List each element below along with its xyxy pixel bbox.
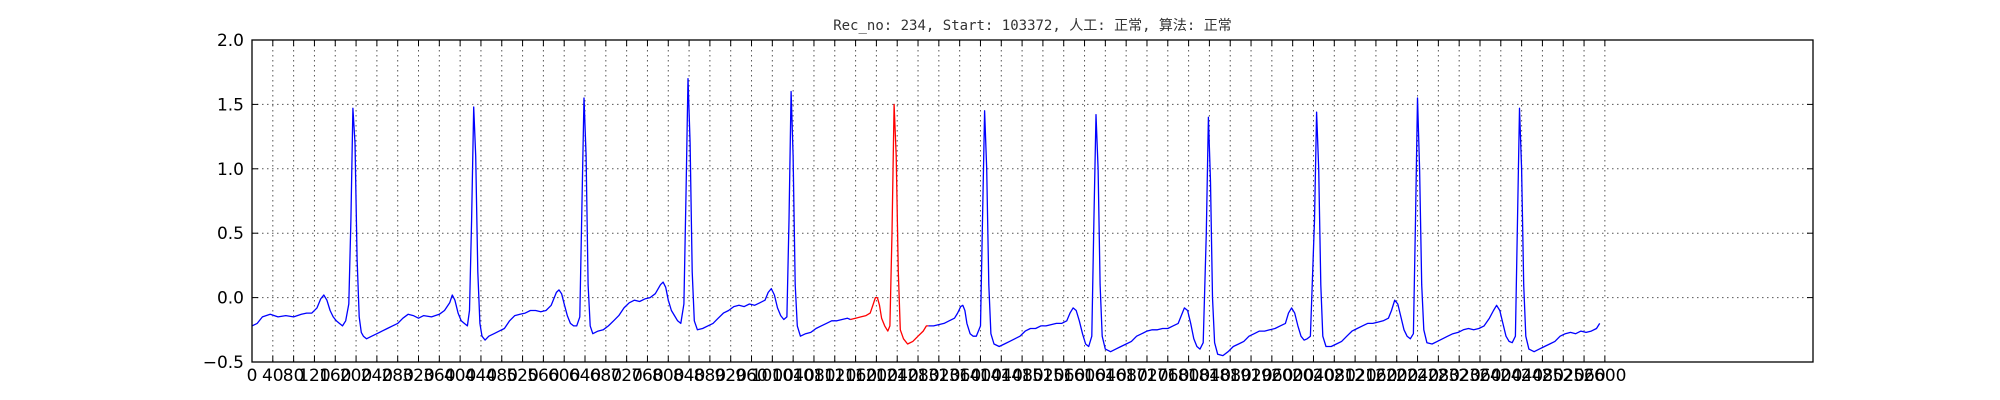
x-tick-label: 1240 (876, 366, 919, 386)
x-tick-label: 680 (590, 366, 622, 386)
x-tick-label: 200 (340, 366, 372, 386)
x-tick-label: 640 (569, 366, 601, 386)
x-tick-label: 1760 (1146, 366, 1189, 386)
x-tick-label: 40 (262, 366, 284, 386)
x-tick-label: 2360 (1458, 366, 1501, 386)
x-tick-label: 360 (423, 366, 455, 386)
x-tick-label: 2480 (1521, 366, 1564, 386)
x-tick-label: 280 (381, 366, 413, 386)
x-tick-label: 1200 (855, 366, 898, 386)
x-tick-label: 240 (361, 366, 393, 386)
x-tick-label: 2520 (1542, 366, 1585, 386)
ecg-signal-line-0-1 (928, 97, 1601, 357)
x-tick-label: 2000 (1271, 366, 1314, 386)
x-tick-label: 720 (610, 366, 642, 386)
plot-frame (251, 39, 1814, 363)
x-tick-label: 520 (506, 366, 538, 386)
highlighted-beat-line-1-0 (850, 103, 929, 345)
x-tick-label: 1320 (917, 366, 960, 386)
x-tick-label: 2600 (1583, 366, 1626, 386)
x-tick-label: 960 (735, 366, 767, 386)
x-tick-label: 2040 (1292, 366, 1335, 386)
x-tick-label: 1520 (1021, 366, 1064, 386)
series-layer (251, 77, 1601, 357)
y-tick-label: 1.0 (217, 160, 244, 180)
x-tick-label: 880 (694, 366, 726, 386)
x-tick-label: 1720 (1125, 366, 1168, 386)
x-tick-label: 2120 (1333, 366, 1376, 386)
x-tick-label: 2160 (1354, 366, 1397, 386)
y-tick-label: 2.0 (217, 31, 244, 51)
x-tick-label: 920 (714, 366, 746, 386)
x-tick-label: 1920 (1229, 366, 1272, 386)
x-tick-label: 2200 (1375, 366, 1418, 386)
x-tick-label: 2280 (1417, 366, 1460, 386)
x-tick-label: 80 (283, 366, 305, 386)
x-tick-label: 1960 (1250, 366, 1293, 386)
x-tick-label: 1160 (834, 366, 877, 386)
x-tick-label: 2080 (1313, 366, 1356, 386)
x-tick-label: 2320 (1438, 366, 1481, 386)
x-tick-label: 160 (319, 366, 351, 386)
x-tick-label: 120 (298, 366, 330, 386)
x-tick-label: 800 (652, 366, 684, 386)
x-tick-label: 1400 (959, 366, 1002, 386)
x-tick-label: 2240 (1396, 366, 1439, 386)
x-tick-label: 480 (486, 366, 518, 386)
x-tick-label: 1120 (813, 366, 856, 386)
x-tick-label: 2400 (1479, 366, 1522, 386)
x-tick-label: 2440 (1500, 366, 1543, 386)
x-tick-label: 1280 (896, 366, 939, 386)
x-tick-label: 1000 (751, 366, 794, 386)
x-axis: 0 40 8012016020024028032036040044048052056… (247, 40, 1626, 386)
y-tick-label: 0.0 (217, 289, 244, 309)
y-tick-label: 0.5 (217, 224, 244, 244)
x-tick-label: 1840 (1188, 366, 1231, 386)
x-tick-label: 1360 (938, 366, 981, 386)
x-tick-label: 2560 (1562, 366, 1605, 386)
x-tick-label: 0 (247, 366, 258, 386)
x-tick-label: 1480 (1000, 366, 1043, 386)
x-tick-label: 1880 (1209, 366, 1252, 386)
ecg-signal-line-0-0 (251, 77, 851, 341)
chart-title: Rec_no: 234, Start: 103372, 人工: 正常, 算法: … (833, 18, 1232, 34)
x-tick-label: 760 (631, 366, 663, 386)
x-tick-label: 560 (527, 366, 559, 386)
y-tick-label: −0.5 (203, 353, 244, 373)
y-axis: −0.5 0.0 0.5 1.0 1.5 2.0 (203, 31, 1813, 373)
x-tick-label: 1440 (980, 366, 1023, 386)
x-tick-label: 440 (465, 366, 497, 386)
x-tick-label: 400 (444, 366, 476, 386)
x-tick-label: 320 (402, 366, 434, 386)
x-tick-label: 1640 (1084, 366, 1127, 386)
x-tick-label: 1680 (1105, 366, 1148, 386)
x-tick-label: 1560 (1042, 366, 1085, 386)
x-tick-label: 840 (673, 366, 705, 386)
x-tick-label: 1040 (772, 366, 815, 386)
x-tick-label: 1600 (1063, 366, 1106, 386)
grid-layer (251, 39, 1813, 363)
x-tick-label: 1080 (792, 366, 835, 386)
x-tick-label: 1800 (1167, 366, 1210, 386)
x-tick-label: 600 (548, 366, 580, 386)
y-tick-label: 1.5 (217, 95, 244, 115)
